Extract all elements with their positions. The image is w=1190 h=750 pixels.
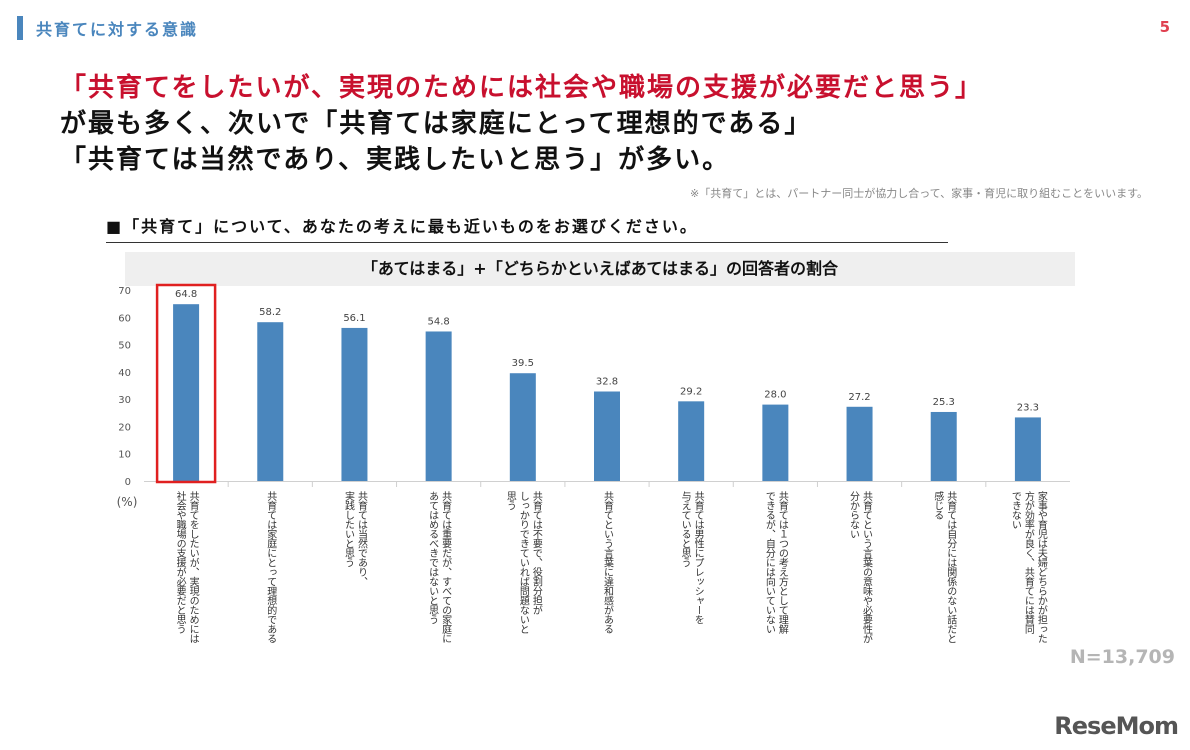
bar [425,331,452,481]
category-label: 共育ては不要で、役割分担が [530,491,542,615]
bar-value-label: 39.5 [512,358,534,369]
bar-value-label: 56.1 [343,313,365,324]
category-label: 家事や育児は夫婦どちらかが担った [1035,490,1047,644]
bar-value-label: 28.0 [764,390,786,401]
headline-line-3: 「共育ては当然であり、実践したいと思う」が多い。 [60,145,731,175]
sample-size-label: N=13,709 [1069,646,1175,668]
bar-value-label: 25.3 [933,397,955,408]
category-label: 思う [504,491,516,511]
bar-value-label: 23.3 [1017,402,1039,413]
category-label: 方が効率が良く、共育てには賛同 [1022,490,1034,635]
category-label: できるが、自分には向いていない [763,491,775,634]
footnote: ※「共育て」とは、パートナー同士が協力し合って、家事・育児に取り組むことをいいま… [689,187,1148,200]
bar [509,373,536,481]
category-label: 共育てという言葉の意味や必要性が [861,491,873,644]
bar-value-label: 64.8 [175,289,197,300]
y-tick-label: 50 [118,341,131,352]
y-tick-label: 70 [118,286,131,297]
category-label: 与えていると思う [679,491,691,568]
bar [762,404,789,481]
bar-value-label: 29.2 [680,386,702,397]
section-accent-bar [17,16,23,40]
bar [1014,417,1041,481]
y-axis-unit-label: (%) [117,495,138,509]
survey-question: ■「共育て」について、あなたの考えに最も近いものをお選びください。 [106,213,948,243]
category-label: 共育ては重要だが、すべての家庭に [440,491,452,644]
headline-line-2: が最も多く、次いで「共育ては家庭にとって理想的である」 [60,109,813,139]
category-label: 分からない [848,491,860,539]
bar-value-label: 54.8 [428,316,450,327]
bar [594,391,620,481]
category-label: 感じる [932,490,944,520]
category-label: 社会や職場の支援が必要だと思う [174,490,186,634]
headline-line-1: 「共育てをしたいが、実現のためには社会や職場の支援が必要だと思う」 [60,73,983,103]
bar [257,322,284,481]
category-label: 共育ては家庭にとって理想的である [265,491,277,644]
bar-value-label: 58.2 [259,307,281,318]
category-label: あてはめるべきではないと思う [427,491,439,625]
page-number: 5 [1159,18,1170,36]
bar-value-label: 32.8 [596,377,618,388]
headline: 「共育てをしたいが、実現のためには社会や職場の支援が必要だと思う」 が最も多く、… [60,70,1160,178]
category-label: 共育てをしたいが、実現のためには [187,491,199,644]
y-tick-label: 20 [118,422,131,433]
y-tick-label: 30 [118,395,131,406]
chart-title: 「あてはまる」+「どちらかといえばあてはまる」の回答者の割合 [125,252,1075,286]
category-label: 共育てという言葉に違和感がある [602,491,614,634]
bar [930,411,957,481]
resemom-logo: ReseMom [1054,712,1179,740]
category-label: 共育ては男性にプレッシャーを [692,491,704,625]
section-title: 共育てに対する意識 [36,20,199,39]
highlight-box [155,283,217,484]
y-tick-label: 0 [125,477,131,488]
bar-value-label: 27.2 [848,392,870,403]
bar [846,406,873,481]
bar [678,401,705,481]
y-tick-label: 40 [118,368,131,379]
bar [173,304,200,481]
category-label: 実践したいと思う [342,490,354,568]
bar [341,327,368,481]
category-label: できない [1009,491,1021,529]
category-label: 共育ては自分には関係のない話だと [945,491,957,643]
y-tick-label: 10 [118,450,131,461]
category-label: しっかりできていれば問題ないと [517,491,529,634]
category-label: 共育ては１つの考え方として理解 [776,491,788,635]
y-tick-label: 60 [118,313,131,324]
category-label: 共育ては当然であり、 [355,491,367,586]
